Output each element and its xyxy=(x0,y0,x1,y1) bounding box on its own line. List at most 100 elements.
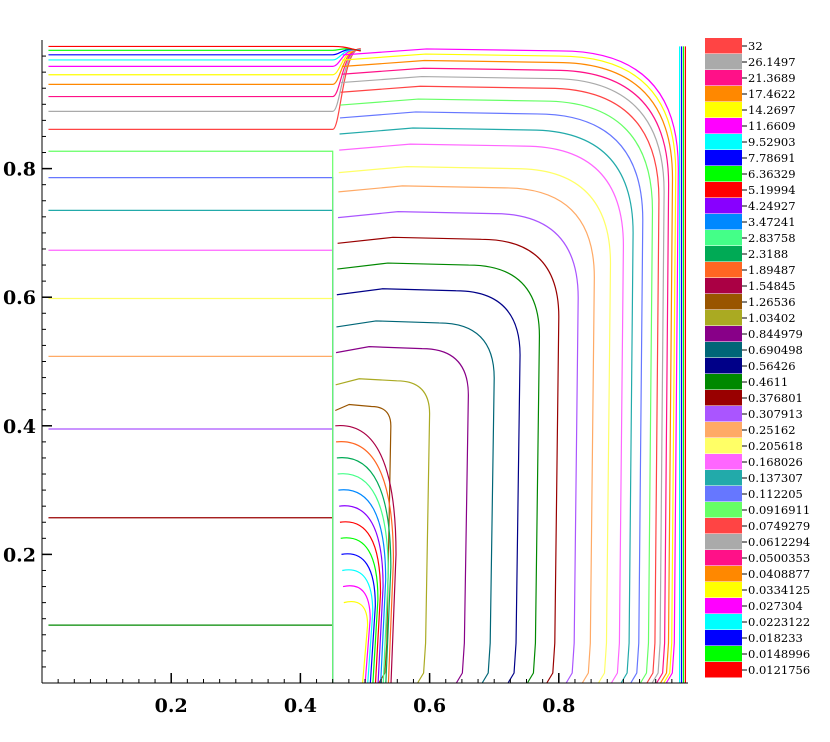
legend-swatch xyxy=(705,646,742,662)
legend-item: 1.54845 xyxy=(705,278,796,294)
contour-inner-5.19994 xyxy=(339,521,382,684)
legend-label: 0.137307 xyxy=(748,471,803,485)
legend-item: 0.168026 xyxy=(705,454,803,470)
legend-item: 21.3689 xyxy=(705,70,796,86)
y-tick-label: 0.8 xyxy=(3,159,36,181)
legend-label: 0.018233 xyxy=(748,631,803,645)
legend-swatch xyxy=(705,102,742,118)
legend-item: 32 xyxy=(705,38,763,54)
legend-item: 0.376801 xyxy=(705,390,803,406)
legend-label: 0.0223122 xyxy=(748,615,810,629)
legend-item: 6.36329 xyxy=(705,166,796,182)
contour-inner-1.89487 xyxy=(335,441,395,684)
contour-left-0.0612294 xyxy=(48,48,361,112)
legend-label: 1.26536 xyxy=(748,295,796,309)
legend-swatch xyxy=(705,294,742,310)
contour-left-0.4611 xyxy=(48,624,334,683)
legend-item: 1.26536 xyxy=(705,294,796,310)
contour-inner-11.6609 xyxy=(342,585,371,684)
legend-item: 0.4611 xyxy=(705,374,788,390)
legend-swatch xyxy=(705,358,742,374)
legend-label: 0.690498 xyxy=(748,343,803,357)
legend-item: 0.56426 xyxy=(705,358,796,374)
legend-swatch xyxy=(705,86,742,102)
legend-swatch xyxy=(705,150,742,166)
legend-item: 26.1497 xyxy=(705,54,796,70)
contour-right-0.4611 xyxy=(337,262,541,684)
legend-item: 0.0408877 xyxy=(705,566,810,582)
legend-label: 0.0612294 xyxy=(748,535,810,549)
legend-item: 14.2697 xyxy=(705,102,796,118)
legend-label: 0.844979 xyxy=(748,327,803,341)
contour-right-0.376801 xyxy=(337,236,560,684)
legend-item: 0.25162 xyxy=(705,422,796,438)
legend-swatch xyxy=(705,198,742,214)
legend-item: 0.018233 xyxy=(705,630,803,646)
contour-inner-14.2697 xyxy=(343,601,369,684)
contour-left-0.112205 xyxy=(48,177,334,683)
legend-item: 0.0121756 xyxy=(705,662,810,678)
legend-label: 0.027304 xyxy=(748,599,803,613)
legend-label: 1.89487 xyxy=(748,263,796,277)
y-axis-ticks: 0.2 0.4 0.6 0.8 xyxy=(3,159,52,566)
contour-left-0.0334125 xyxy=(48,49,361,76)
legend-label: 0.0749279 xyxy=(748,519,810,533)
contour-right-0.0612294 xyxy=(341,75,665,684)
y-tick-label: 0.2 xyxy=(3,544,36,566)
legend-swatch xyxy=(705,390,742,406)
y-tick-label: 0.6 xyxy=(3,287,36,309)
legend-item: 0.137307 xyxy=(705,470,803,486)
legend-swatch xyxy=(705,550,742,566)
legend-swatch xyxy=(705,262,742,278)
legend-label: 0.0334125 xyxy=(748,583,810,597)
contour-left-0.0916911 xyxy=(48,150,334,683)
contour-left-0.376801 xyxy=(48,517,334,683)
contour-right-0.205618 xyxy=(338,165,612,684)
legend-label: 0.168026 xyxy=(748,455,803,469)
legend-swatch xyxy=(705,246,742,262)
legend-label: 14.2697 xyxy=(748,103,796,117)
legend-label: 0.25162 xyxy=(748,423,796,437)
legend-label: 0.0121756 xyxy=(748,663,810,677)
legend-swatch xyxy=(705,214,742,230)
legend-label: 0.307913 xyxy=(748,407,803,421)
contour-inner-4.24927 xyxy=(339,505,384,684)
legend-label: 7.78691 xyxy=(748,151,796,165)
legend-swatch xyxy=(705,134,742,150)
legend-item: 2.3188 xyxy=(705,246,788,262)
legend-swatch xyxy=(705,374,742,390)
legend-label: 2.3188 xyxy=(748,247,788,261)
legend-label: 21.3689 xyxy=(748,71,796,85)
contour-inner-1.54845 xyxy=(335,425,397,684)
legend-swatch xyxy=(705,166,742,182)
legend-label: 5.19994 xyxy=(748,183,796,197)
legend-label: 1.54845 xyxy=(748,279,796,293)
contour-left-0.027304 xyxy=(48,49,361,67)
legend-label: 0.0408877 xyxy=(748,567,810,581)
legend-item: 0.0749279 xyxy=(705,518,810,534)
legend-item: 7.78691 xyxy=(705,150,796,166)
contour-left-0.0148996 xyxy=(48,48,361,52)
legend-item: 11.6609 xyxy=(705,118,796,134)
legend-label: 6.36329 xyxy=(748,167,796,181)
legend-item: 0.0612294 xyxy=(705,534,810,550)
legend-item: 3.47241 xyxy=(705,214,796,230)
contour-inner-6.36329 xyxy=(340,537,379,684)
legend-label: 4.24927 xyxy=(748,199,796,213)
legend-swatch xyxy=(705,614,742,630)
legend-swatch xyxy=(705,598,742,614)
legend-label: 1.03402 xyxy=(748,311,796,325)
legend-label: 0.205618 xyxy=(748,439,803,453)
legend-label: 0.0148996 xyxy=(748,647,810,661)
legend-swatch xyxy=(705,486,742,502)
legend-item: 0.307913 xyxy=(705,406,803,422)
contour-left-0.168026 xyxy=(48,249,334,683)
legend-label: 11.6609 xyxy=(748,119,796,133)
legend-label: 26.1497 xyxy=(748,55,796,69)
legend-item: 9.52903 xyxy=(705,134,796,150)
contour-right-0.0916911 xyxy=(340,98,654,684)
legend-label: 3.47241 xyxy=(748,215,796,229)
contour-right-0.690498 xyxy=(336,320,495,684)
legend-label: 0.0916911 xyxy=(748,503,810,517)
legend-label: 0.112205 xyxy=(748,487,803,501)
